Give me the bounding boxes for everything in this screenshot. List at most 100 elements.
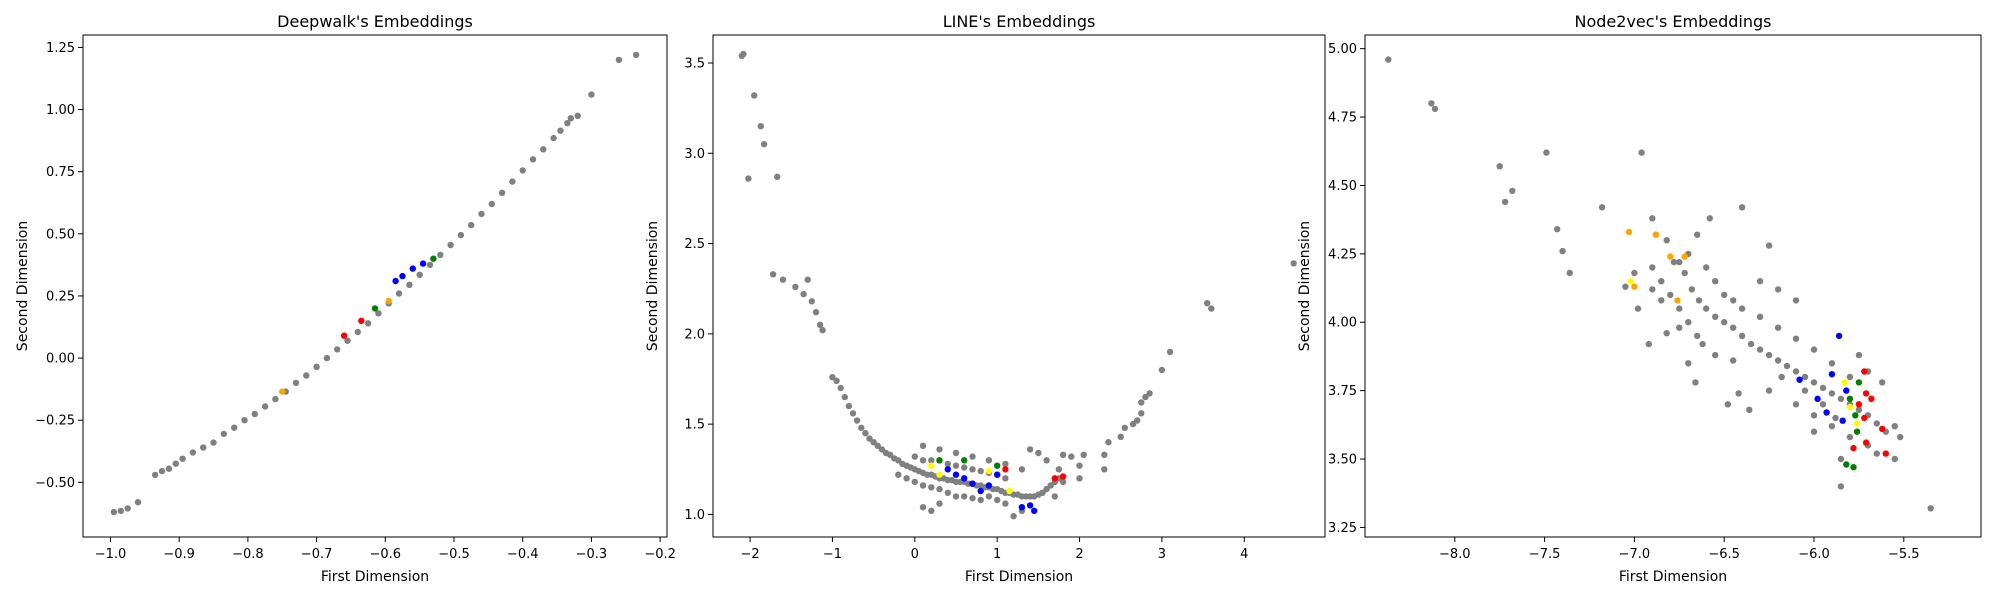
point-2-0-12 [1638,149,1645,156]
point-1-0-77 [952,462,960,469]
point-1-0-99 [969,453,976,460]
point-0-0-37 [478,210,485,218]
point-1-0-13 [812,309,820,316]
point-1-0-72 [911,453,918,460]
y-tick-label: −0.25 [35,414,75,429]
point-2-0-30 [1801,373,1809,381]
point-1-0-16 [829,374,836,381]
x-tick-label: 1 [993,547,1001,562]
point-2-2-3 [1823,409,1830,416]
point-2-0-74 [1730,357,1737,364]
point-2-0-14 [1663,237,1670,244]
point-0-1-2 [409,265,416,272]
point-2-3-3 [1855,401,1863,408]
x-tick-label: −8.0 [1439,547,1471,562]
point-1-0-27 [874,442,881,449]
point-1-0-24 [862,430,869,437]
y-tick-label: 0.25 [46,289,75,304]
point-0-0-10 [200,444,207,451]
y-tick-label: 4.00 [1328,316,1357,331]
point-2-1-1 [1652,231,1660,238]
x-tick-label: 4 [1240,547,1248,562]
point-2-2-4 [1814,395,1821,402]
point-1-0-104 [903,475,910,482]
point-2-0-83 [1756,278,1764,285]
point-0-0-33 [437,251,444,259]
x-tick-label: −0.4 [507,547,539,562]
point-2-0-25 [1756,346,1764,353]
point-1-1-7 [1018,504,1026,511]
point-0-0-34 [447,241,454,249]
point-2-0-75 [1712,351,1719,359]
point-2-0-73 [1765,387,1773,394]
point-0-0-44 [550,134,557,142]
point-2-2-0 [1835,332,1843,340]
point-1-0-107 [936,500,943,507]
x-tick-label: −0.9 [163,547,195,562]
point-2-0-3 [1496,163,1503,170]
point-2-0-52 [1721,291,1728,299]
point-2-0-97 [1692,379,1699,386]
point-2-4-1 [1852,412,1859,419]
x-tick-label: −0.8 [232,547,264,562]
point-1-0-125 [1134,417,1141,424]
point-2-0-81 [1738,204,1746,211]
point-0-0-23 [334,346,341,353]
point-2-0-11 [1622,283,1629,290]
point-1-0-10 [804,276,811,283]
point-1-0-111 [1059,451,1067,458]
x-axis-label: First Dimension [1619,569,1727,585]
point-2-0-31 [1810,379,1818,386]
point-0-2-1 [358,317,365,324]
point-1-0-110 [1043,457,1050,464]
point-2-0-53 [1730,297,1737,304]
point-2-0-42 [1667,291,1674,299]
point-1-4-0 [928,462,935,469]
point-1-0-118 [1080,451,1087,458]
point-0-0-39 [498,189,506,196]
point-2-0-7 [1554,226,1561,233]
point-1-1-2 [961,475,968,482]
point-1-0-11 [800,290,807,298]
point-1-0-83 [1002,475,1009,482]
point-1-0-28 [878,446,886,453]
chart-title: Node2vec's Embeddings [1575,12,1772,31]
point-2-0-24 [1747,340,1755,348]
point-1-0-121 [1105,439,1112,446]
point-2-3-1 [1862,390,1870,397]
point-2-0-77 [1676,324,1683,331]
point-2-0-95 [1724,401,1732,408]
point-2-0-78 [1663,330,1670,337]
point-2-0-57 [1792,335,1800,342]
y-tick-label: 3.25 [1328,521,1357,536]
x-axis-label: First Dimension [965,569,1073,585]
point-2-0-84 [1774,286,1782,293]
point-2-0-93 [1927,505,1934,512]
point-1-1-3 [969,480,976,487]
y-tick-label: 0.50 [46,227,75,242]
point-0-0-51 [632,51,640,59]
point-2-0-36 [1855,406,1863,413]
point-1-0-103 [895,471,902,478]
point-1-4-2 [1006,487,1013,495]
point-1-0-106 [928,507,935,514]
point-1-0-119 [1101,451,1108,458]
point-2-0-9 [1566,269,1573,277]
point-0-0-47 [567,115,574,122]
x-tick-label: −2 [740,547,759,562]
point-2-0-4 [1509,187,1516,195]
point-1-0-84 [911,478,918,486]
point-1-2-1 [1051,475,1059,482]
point-2-0-76 [1699,340,1706,348]
point-2-0-60 [1846,373,1854,381]
point-1-0-132 [1204,300,1211,307]
point-1-4-1 [985,467,993,475]
point-1-3-1 [961,457,968,464]
point-2-0-72 [1778,373,1785,381]
point-2-0-92 [1837,483,1845,490]
point-2-0-85 [1792,297,1800,304]
point-2-0-27 [1774,357,1782,364]
x-tick-label: 2 [1075,547,1083,562]
x-tick-label: −0.2 [644,547,676,562]
point-0-0-40 [509,178,516,185]
